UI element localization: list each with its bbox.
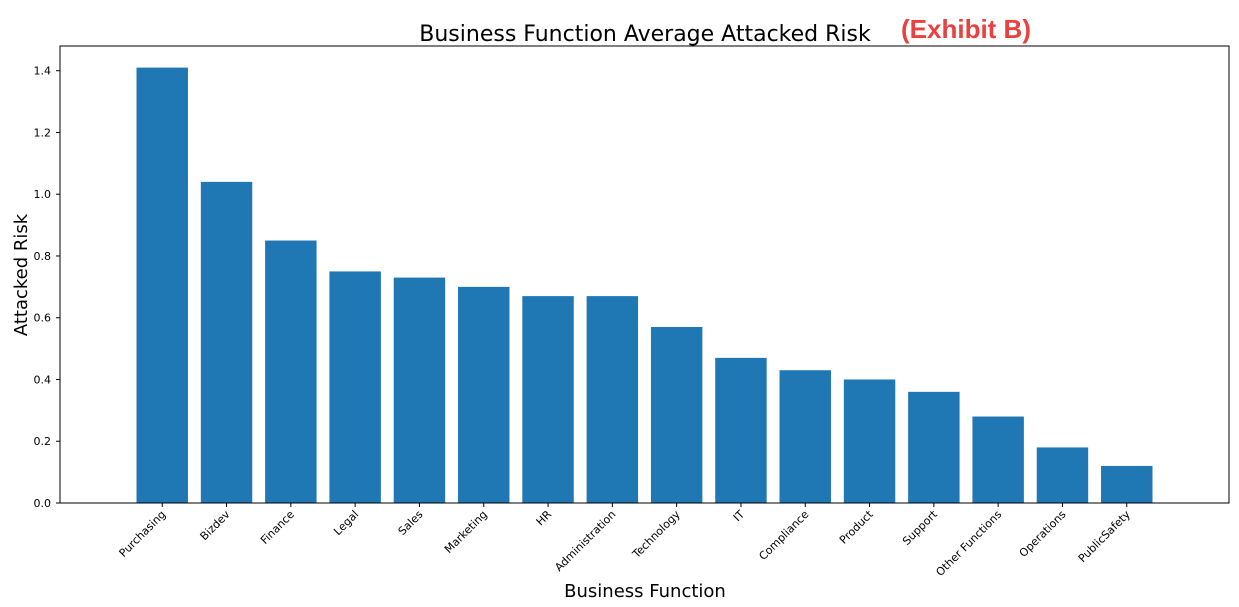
y-tick-label: 1.0: [34, 188, 52, 201]
x-tick-label: Legal: [331, 508, 361, 538]
bar: [329, 271, 381, 503]
y-tick-label: 1.2: [34, 126, 52, 139]
bar: [522, 296, 574, 503]
x-tick-label: Technology: [629, 508, 683, 562]
y-tick-label: 0.6: [34, 312, 52, 325]
y-tick-label: 0.4: [34, 373, 52, 386]
x-tick-label: Support: [900, 507, 940, 547]
x-axis-label: Business Function: [564, 581, 726, 602]
x-tick-label: Bizdev: [198, 508, 233, 543]
x-tick-label: Product: [837, 507, 876, 546]
bar: [393, 277, 446, 503]
y-tick-label: 1.4: [34, 65, 52, 78]
chart-title: Business Function Average Attacked Risk: [419, 22, 871, 47]
bar: [972, 416, 1024, 503]
x-tick-label: PublicSafety: [1076, 508, 1133, 565]
axes-frame: [59, 45, 1230, 504]
y-tick-label: 0.2: [34, 435, 52, 448]
x-tick-label: Sales: [396, 508, 426, 538]
bar: [715, 357, 767, 503]
x-tick-label: Other Functions: [933, 508, 1004, 579]
x-tick-label: Operations: [1017, 508, 1069, 560]
x-tick-label: Compliance: [756, 508, 811, 563]
bar: [586, 296, 639, 503]
bar: [458, 286, 510, 503]
x-tick-label: Finance: [258, 508, 297, 547]
bar: [136, 67, 188, 503]
x-tick-label: Marketing: [442, 508, 490, 556]
plot-area: 0.0 0.2 0.4 0.6 0.8 1.0 1.2 1.4 Purchasing Bizdev…: [34, 65, 1153, 579]
bar: [779, 370, 831, 503]
y-tick-label: 0.8: [34, 250, 52, 263]
bar: [843, 379, 896, 503]
x-tick-label: IT: [731, 508, 747, 524]
bar: [908, 391, 960, 503]
bar: [265, 240, 317, 503]
bar: [1036, 447, 1089, 503]
y-axis-label: Attacked Risk: [11, 213, 32, 336]
annotation: (Exhibit B): [901, 14, 1031, 44]
bar: [1101, 465, 1153, 503]
x-tick-label: Administration: [552, 508, 618, 574]
x-tick-label: Purchasing: [117, 508, 169, 560]
y-tick-label: 0.0: [34, 497, 52, 510]
x-tick-label: HR: [534, 508, 555, 529]
bar: [650, 326, 703, 503]
bar: [200, 181, 253, 503]
